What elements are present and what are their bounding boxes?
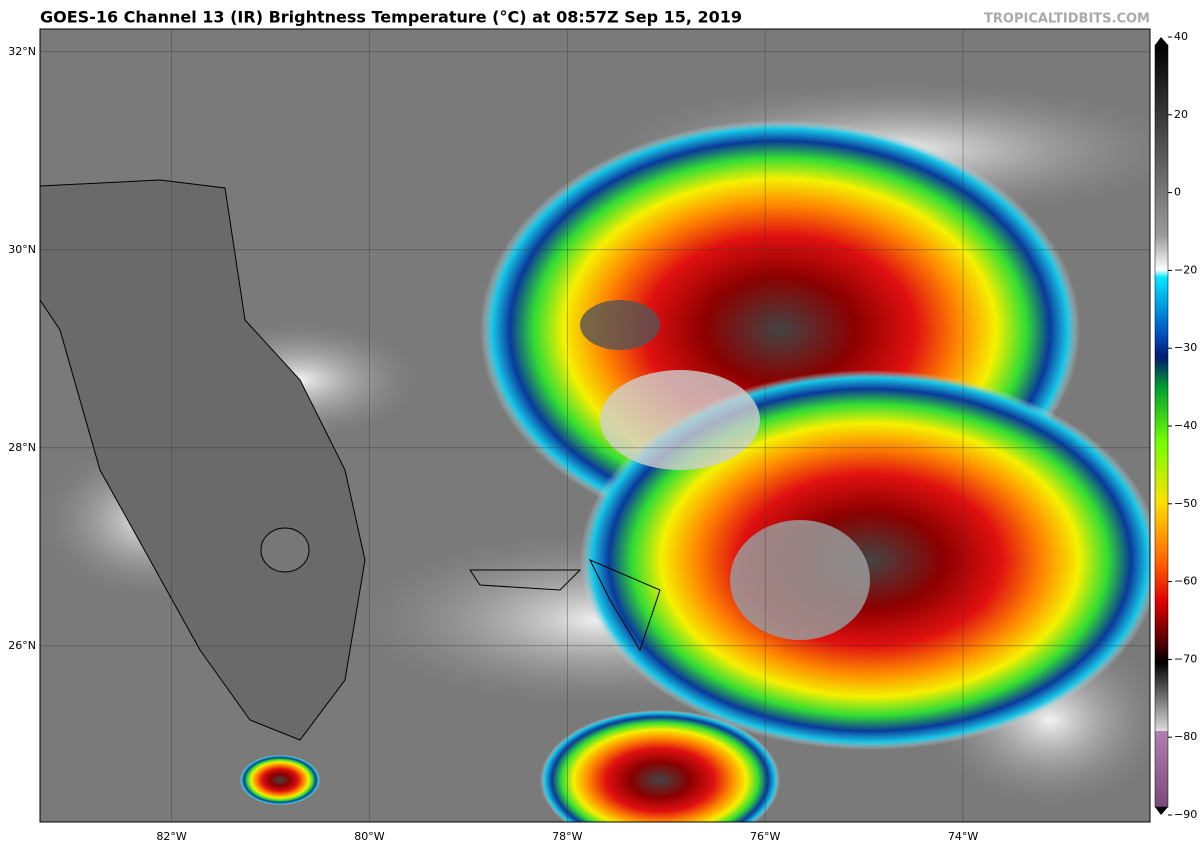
colorbar-label: −40 [1174,419,1197,432]
satellite-image [40,29,1150,822]
lon-label: 82°W [156,830,186,843]
colorbar-label: −90 [1174,808,1197,821]
colorbar-label: −60 [1174,575,1197,588]
colorbar-label: 20 [1174,108,1188,121]
graticule [40,29,1150,822]
colorbar [1154,44,1169,808]
colorbar-label: −20 [1174,263,1197,276]
lat-label: 30°N [8,243,36,256]
lon-label: 76°W [750,830,780,843]
lon-label: 80°W [354,830,384,843]
colorbar-label: −50 [1174,497,1197,510]
lon-label: 74°W [948,830,978,843]
lon-label: 78°W [552,830,582,843]
colorbar-label: −70 [1174,652,1197,665]
map-frame [39,28,1151,823]
lat-label: 26°N [8,639,36,652]
colorbar-label: 0 [1174,186,1181,199]
colorbar-label: 40 [1174,30,1188,43]
lat-label: 32°N [8,45,36,58]
title: GOES-16 Channel 13 (IR) Brightness Tempe… [40,8,742,27]
credit: TROPICALTIDBITS.COM [984,12,1150,27]
lat-label: 28°N [8,441,36,454]
colorbar-label: −80 [1174,730,1197,743]
colorbar-label: −30 [1174,341,1197,354]
